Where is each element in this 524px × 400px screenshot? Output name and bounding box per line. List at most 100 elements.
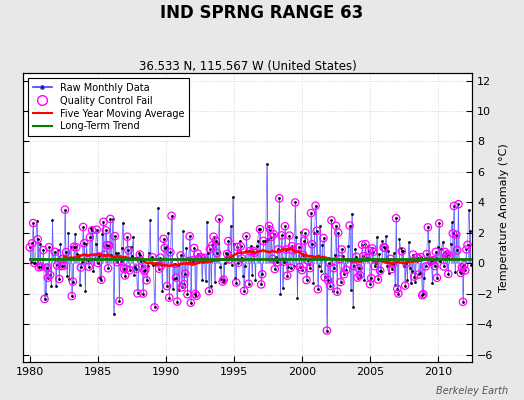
Point (273, 259, 281, 266)
Point (421, 263, 430, 270)
Point (100, 219, 108, 225)
Point (296, 264, 304, 270)
Point (257, 281, 265, 288)
Point (422, 251, 431, 257)
Point (342, 267, 351, 273)
Point (258, 271, 267, 278)
Point (187, 300, 195, 306)
Point (224, 238, 233, 244)
Point (113, 259, 121, 265)
Point (356, 272, 364, 278)
Point (398, 248, 406, 254)
Point (95, 253, 103, 260)
Point (361, 241, 369, 247)
Point (460, 262, 468, 268)
Point (234, 260, 243, 266)
Text: IND SPRNG RANGE 63: IND SPRNG RANGE 63 (160, 4, 364, 22)
Point (376, 268, 385, 274)
Point (137, 258, 145, 264)
Point (93, 226, 101, 233)
Point (370, 263, 379, 269)
Point (190, 245, 199, 251)
Point (165, 294, 173, 301)
Point (62, 249, 70, 255)
Point (443, 251, 451, 258)
Point (335, 256, 344, 262)
Point (238, 255, 246, 262)
Point (305, 265, 314, 271)
Point (311, 202, 320, 209)
Point (30, 260, 38, 266)
Point (148, 254, 157, 260)
Point (200, 255, 209, 261)
Point (250, 250, 258, 256)
Point (97, 277, 105, 283)
Point (394, 290, 402, 297)
Point (155, 266, 163, 272)
Point (332, 222, 340, 229)
Point (220, 276, 228, 283)
Point (116, 258, 125, 264)
Point (94, 260, 102, 266)
Point (358, 242, 366, 248)
Point (299, 252, 307, 258)
Point (29, 220, 37, 226)
Point (172, 274, 180, 281)
Point (191, 291, 200, 297)
Point (70, 244, 78, 250)
Point (177, 252, 185, 259)
Point (57, 263, 66, 269)
Point (379, 244, 388, 250)
Point (288, 243, 296, 250)
Point (83, 257, 92, 263)
Point (314, 286, 322, 292)
Point (336, 279, 345, 285)
Point (445, 252, 454, 259)
Point (236, 243, 245, 250)
Point (435, 220, 443, 227)
Point (323, 327, 331, 334)
Point (173, 298, 181, 305)
Point (124, 247, 133, 254)
Point (354, 265, 363, 272)
Point (463, 242, 472, 248)
Point (167, 213, 176, 219)
Point (265, 223, 274, 229)
Point (178, 284, 186, 290)
Point (46, 272, 54, 278)
Point (205, 288, 213, 294)
Point (352, 254, 361, 260)
Point (274, 246, 282, 252)
Point (104, 265, 112, 272)
Point (433, 275, 441, 281)
Point (115, 298, 124, 304)
Point (150, 304, 159, 310)
Point (88, 227, 96, 234)
Point (68, 293, 76, 299)
Point (199, 256, 208, 263)
Point (307, 210, 315, 216)
Point (50, 249, 59, 255)
Point (345, 222, 354, 229)
Point (368, 245, 376, 252)
Point (194, 255, 203, 262)
Point (453, 247, 462, 254)
Title: 36.533 N, 115.567 W (United States): 36.533 N, 115.567 W (United States) (139, 60, 356, 73)
Point (242, 233, 250, 240)
Point (39, 247, 48, 253)
Point (125, 267, 134, 274)
Point (442, 253, 450, 260)
Point (277, 232, 286, 239)
Point (206, 246, 214, 252)
Point (301, 230, 310, 236)
Point (430, 263, 439, 269)
Point (266, 227, 275, 233)
Point (77, 264, 85, 271)
Point (380, 244, 389, 251)
Point (259, 238, 268, 244)
Point (412, 254, 421, 261)
Point (249, 248, 257, 254)
Point (233, 244, 242, 250)
Point (402, 260, 410, 266)
Point (328, 217, 336, 224)
